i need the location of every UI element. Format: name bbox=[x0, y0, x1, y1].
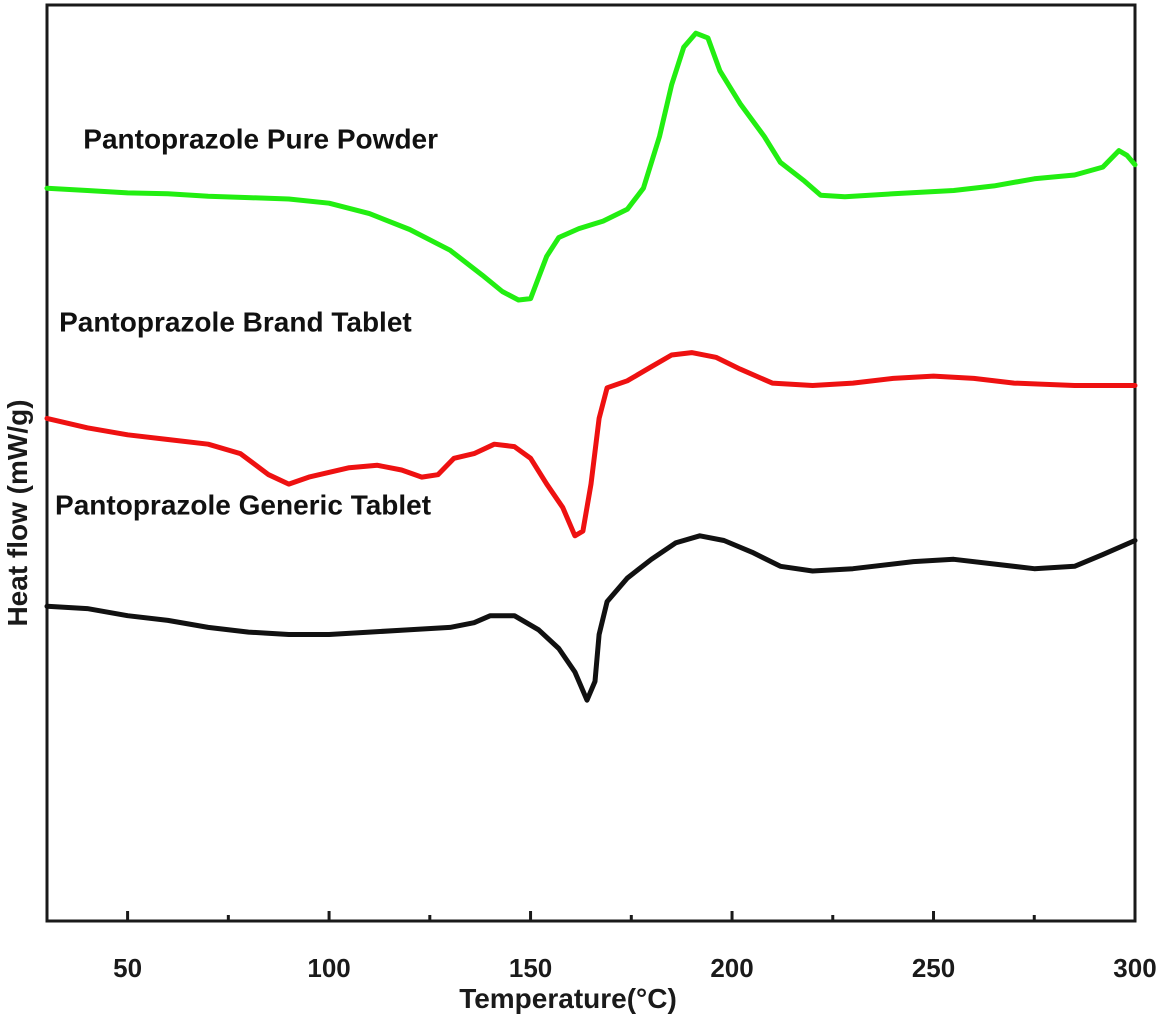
series-label-2: Pantoprazole Brand Tablet bbox=[59, 306, 412, 337]
series-label-3: Pantoprazole Generic Tablet bbox=[55, 490, 431, 521]
plot-frame bbox=[45, 3, 1137, 923]
x-axis-ticks bbox=[126, 911, 1137, 921]
series-line-2 bbox=[44, 350, 1138, 539]
series-line-1 bbox=[44, 30, 1138, 303]
x-axis-title: Temperature(°C) bbox=[459, 983, 677, 1014]
x-tick-label: 200 bbox=[710, 953, 753, 983]
x-tick-label: 50 bbox=[113, 953, 142, 983]
x-tick-label: 150 bbox=[509, 953, 552, 983]
series-lines bbox=[44, 30, 1138, 703]
series-labels: Pantoprazole Pure Powder Pantoprazole Bra… bbox=[55, 123, 438, 520]
series-line-3 bbox=[44, 533, 1138, 703]
series-label-1: Pantoprazole Pure Powder bbox=[83, 123, 438, 154]
x-tick-label: 250 bbox=[912, 953, 955, 983]
y-axis-title: Heat flow (mW/g) bbox=[2, 399, 33, 626]
x-axis-tick-labels: 50 100 150 200 250 300 bbox=[113, 953, 1157, 983]
x-tick-label: 300 bbox=[1113, 953, 1156, 983]
x-tick-label: 100 bbox=[307, 953, 350, 983]
